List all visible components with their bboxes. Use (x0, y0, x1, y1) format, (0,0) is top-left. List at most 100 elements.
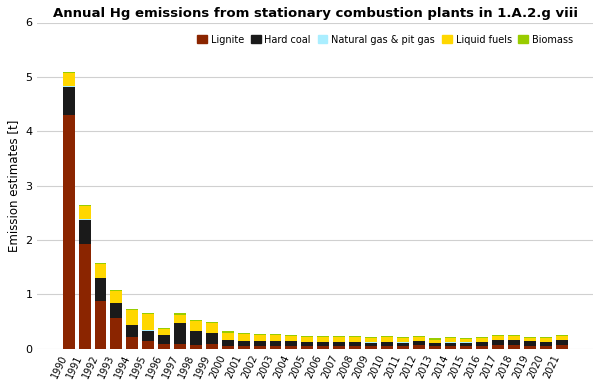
Bar (365, 342, 377, 346)
Bar (540, 337, 552, 339)
Bar (492, 341, 504, 345)
Bar (556, 336, 568, 340)
Bar (556, 341, 568, 345)
Bar (206, 344, 218, 349)
Bar (524, 346, 536, 349)
Bar (127, 337, 138, 349)
Bar (301, 337, 313, 342)
Bar (476, 338, 488, 342)
Bar (397, 339, 409, 342)
Bar (190, 320, 202, 321)
Bar (190, 331, 202, 345)
Bar (349, 336, 361, 337)
Bar (333, 336, 345, 337)
Bar (158, 336, 170, 344)
Bar (110, 303, 122, 318)
Bar (413, 345, 425, 349)
Bar (79, 220, 91, 244)
Bar (238, 333, 250, 334)
Bar (95, 278, 106, 301)
Bar (317, 342, 329, 346)
Bar (349, 337, 361, 342)
Bar (110, 318, 122, 349)
Title: Annual Hg emissions from stationary combustion plants in 1.A.2.g viii: Annual Hg emissions from stationary comb… (53, 7, 578, 20)
Bar (540, 342, 552, 346)
Bar (301, 336, 313, 337)
Bar (238, 341, 250, 346)
Bar (142, 313, 154, 314)
Bar (317, 337, 329, 342)
Bar (445, 339, 457, 342)
Bar (413, 336, 425, 337)
Bar (428, 346, 440, 349)
Bar (222, 331, 234, 332)
Y-axis label: Emission estimates [t]: Emission estimates [t] (7, 119, 20, 252)
Legend: Lignite, Hard coal, Natural gas & pit gas, Liquid fuels, Biomass: Lignite, Hard coal, Natural gas & pit ga… (193, 31, 577, 48)
Bar (142, 314, 154, 330)
Bar (254, 335, 266, 341)
Bar (269, 341, 281, 346)
Bar (63, 72, 74, 73)
Bar (508, 345, 520, 349)
Bar (79, 244, 91, 349)
Bar (508, 341, 520, 345)
Bar (254, 346, 266, 349)
Bar (142, 341, 154, 349)
Bar (95, 263, 106, 264)
Bar (79, 205, 91, 206)
Bar (476, 346, 488, 349)
Bar (269, 335, 281, 341)
Bar (238, 346, 250, 349)
Bar (79, 206, 91, 219)
Bar (127, 325, 138, 337)
Bar (460, 339, 472, 342)
Bar (238, 334, 250, 341)
Bar (397, 346, 409, 349)
Bar (381, 342, 393, 346)
Bar (428, 339, 440, 343)
Bar (524, 337, 536, 338)
Bar (445, 342, 457, 346)
Bar (317, 336, 329, 337)
Bar (286, 346, 298, 349)
Bar (381, 346, 393, 349)
Bar (127, 310, 138, 325)
Bar (190, 321, 202, 331)
Bar (95, 264, 106, 277)
Bar (158, 344, 170, 349)
Bar (333, 337, 345, 342)
Bar (476, 342, 488, 346)
Bar (397, 337, 409, 339)
Bar (95, 301, 106, 349)
Bar (317, 346, 329, 349)
Bar (476, 337, 488, 338)
Bar (333, 346, 345, 349)
Bar (333, 342, 345, 346)
Bar (269, 334, 281, 335)
Bar (492, 336, 504, 340)
Bar (269, 346, 281, 349)
Bar (492, 345, 504, 349)
Bar (206, 323, 218, 333)
Bar (508, 336, 520, 340)
Bar (222, 332, 234, 340)
Bar (428, 343, 440, 346)
Bar (110, 291, 122, 303)
Bar (381, 337, 393, 342)
Bar (301, 346, 313, 349)
Bar (556, 345, 568, 349)
Bar (254, 334, 266, 335)
Bar (286, 341, 298, 346)
Bar (365, 337, 377, 338)
Bar (349, 346, 361, 349)
Bar (524, 338, 536, 341)
Bar (349, 342, 361, 346)
Bar (158, 328, 170, 329)
Bar (142, 330, 154, 341)
Bar (174, 315, 186, 323)
Bar (540, 346, 552, 349)
Bar (127, 308, 138, 310)
Bar (524, 341, 536, 346)
Bar (445, 337, 457, 339)
Bar (222, 346, 234, 349)
